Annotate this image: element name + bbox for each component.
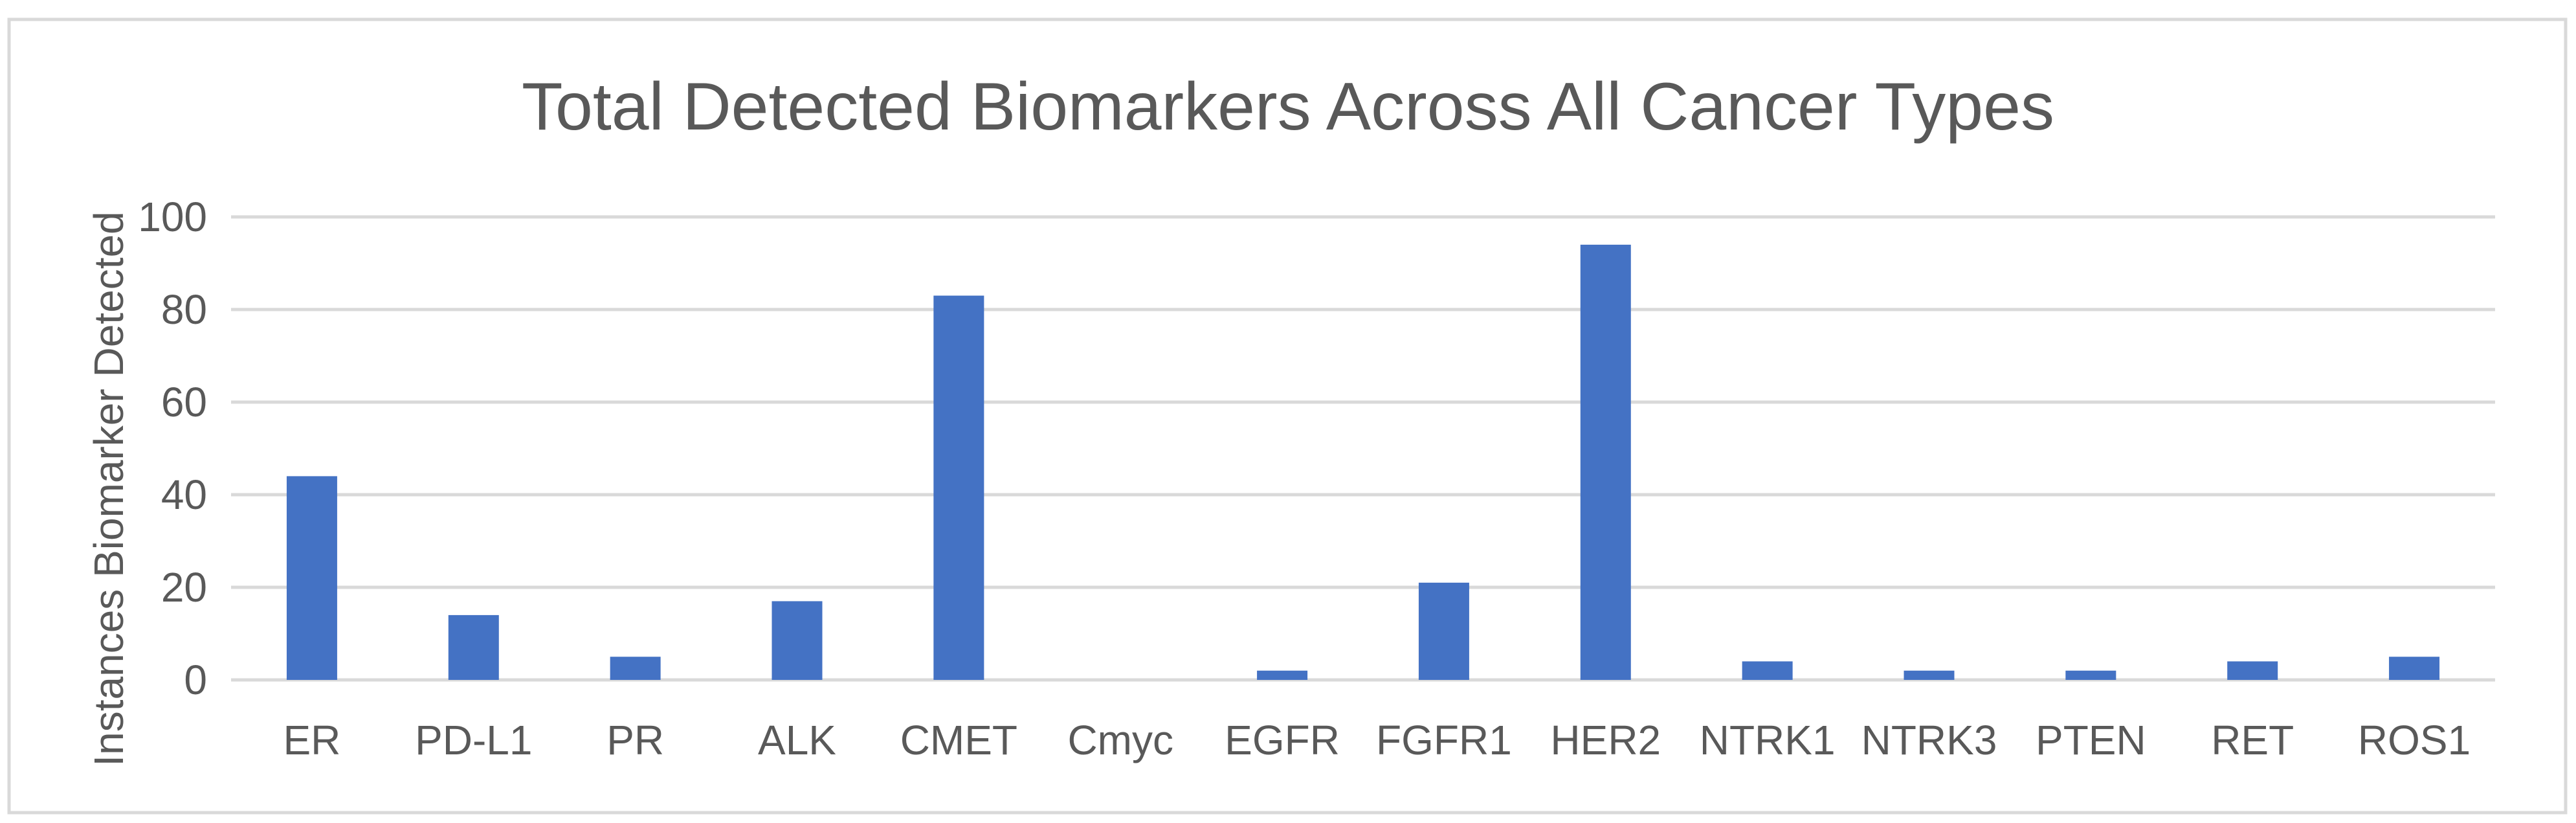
bar-alk bbox=[772, 601, 823, 680]
bar-cmet bbox=[933, 295, 984, 680]
y-tick-label: 80 bbox=[161, 286, 207, 333]
x-tick-label: CMET bbox=[900, 717, 1017, 763]
bar-ntrk3 bbox=[1904, 670, 1955, 680]
x-tick-label: ALK bbox=[758, 717, 836, 763]
bar-er bbox=[286, 476, 337, 680]
y-tick-label: 0 bbox=[184, 657, 207, 703]
bar-fgfr1 bbox=[1418, 582, 1469, 680]
bar-ros1 bbox=[2389, 657, 2440, 680]
y-tick-label: 20 bbox=[161, 564, 207, 611]
bar-pd-l1 bbox=[448, 614, 499, 680]
y-tick-label: 100 bbox=[138, 194, 207, 240]
x-tick-label: HER2 bbox=[1550, 717, 1661, 763]
bar-pten bbox=[2065, 670, 2116, 680]
bar-ntrk1 bbox=[1742, 661, 1793, 680]
y-axis-ticks: 0 20 40 60 80 100 bbox=[138, 194, 207, 703]
bar-her2 bbox=[1580, 244, 1631, 680]
x-tick-label: PR bbox=[606, 717, 664, 763]
bar-egfr bbox=[1257, 670, 1308, 680]
x-tick-label: PD-L1 bbox=[415, 717, 532, 763]
x-axis-ticks: ER PD-L1 PR ALK CMET Cmyc EGFR FGFR1 HER2 NTRK1 NT… bbox=[283, 717, 2471, 763]
y-tick-label: 40 bbox=[161, 471, 207, 518]
x-tick-label: NTRK3 bbox=[1861, 717, 1997, 763]
x-tick-label: PTEN bbox=[2036, 717, 2146, 763]
bar-pr bbox=[610, 657, 661, 680]
bar-ret bbox=[2227, 661, 2278, 680]
x-tick-label: EGFR bbox=[1225, 717, 1340, 763]
x-tick-label: RET bbox=[2211, 717, 2294, 763]
x-tick-label: NTRK1 bbox=[1700, 717, 1836, 763]
y-axis-title: Instances Biomarker Detected bbox=[85, 211, 132, 766]
x-tick-label: FGFR1 bbox=[1376, 717, 1512, 763]
gridlines bbox=[231, 215, 2495, 682]
x-tick-label: ROS1 bbox=[2358, 717, 2471, 763]
x-tick-label: ER bbox=[283, 717, 340, 763]
y-tick-label: 60 bbox=[161, 379, 207, 425]
x-tick-label: Cmyc bbox=[1067, 717, 1173, 763]
chart-title: Total Detected Biomarkers Across All Can… bbox=[522, 69, 2054, 144]
bars bbox=[286, 244, 2440, 680]
